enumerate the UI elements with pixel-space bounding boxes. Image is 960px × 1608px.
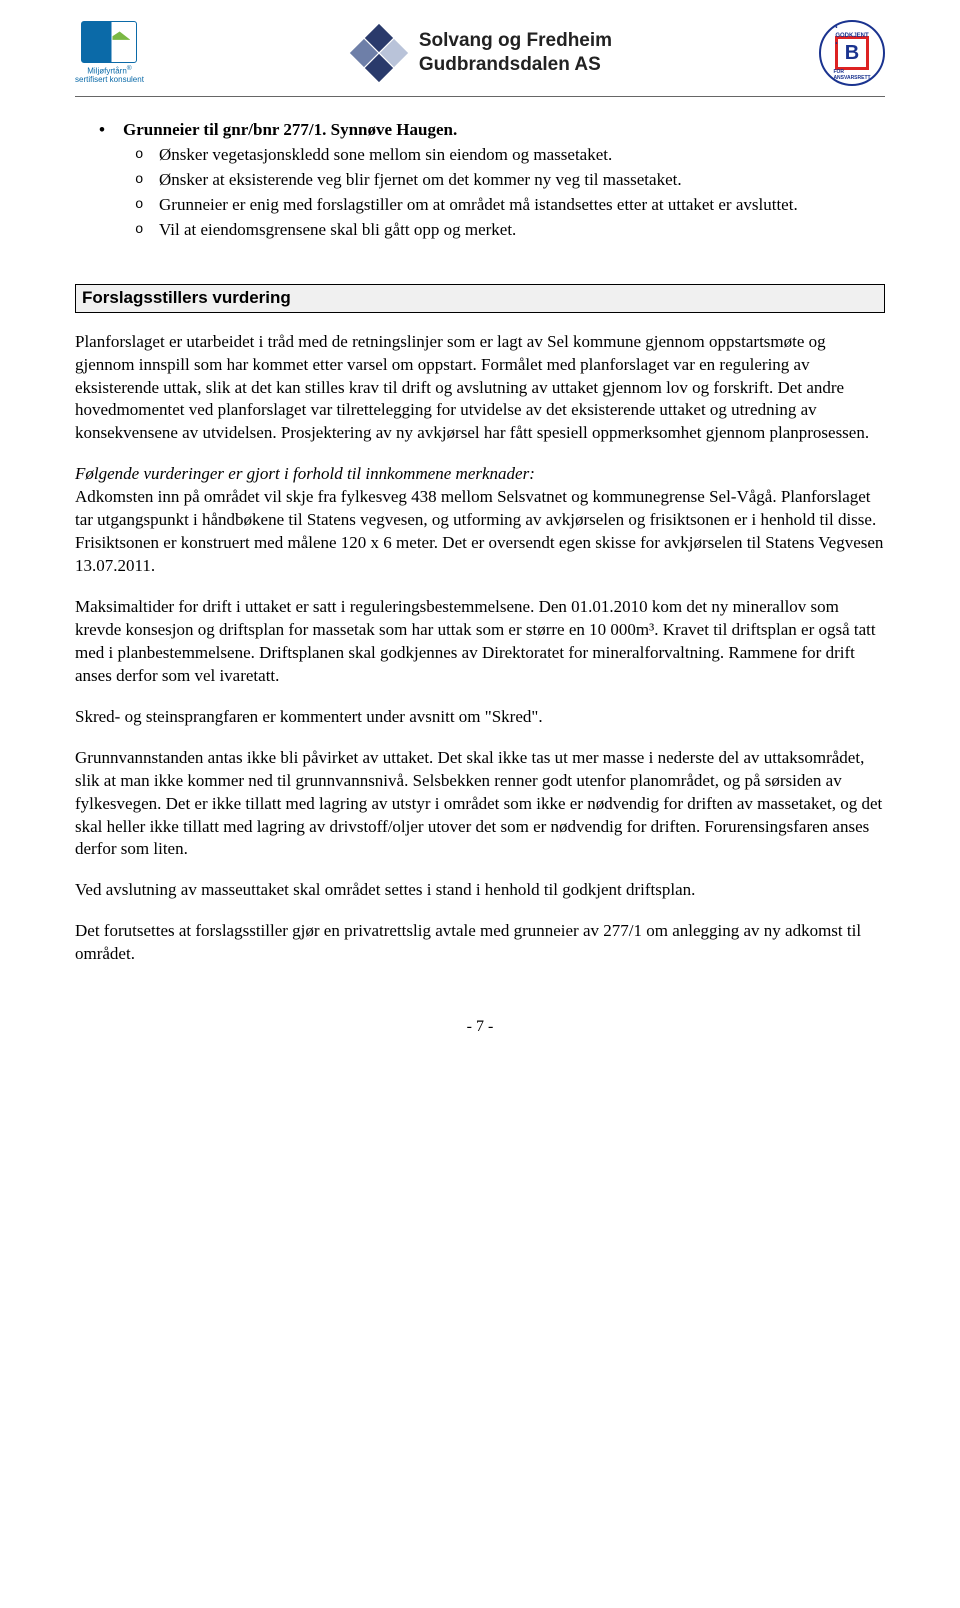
paragraph-1: Planforslaget er utarbeidet i tråd med d…: [75, 331, 885, 446]
paragraph-7: Det forutsettes at forslagsstiller gjør …: [75, 920, 885, 966]
sub-bullet: Ønsker vegetasjonskledd sone mellom sin …: [159, 144, 885, 167]
paragraph-2: Følgende vurderinger er gjort i forhold …: [75, 463, 885, 578]
company-line1: Solvang og Fredheim: [419, 29, 612, 53]
company-logo-block: Solvang og Fredheim Gudbrandsdalen AS: [351, 25, 612, 81]
miljofyrtarn-logo: Miljøfyrtårn® sertifisert konsulent: [75, 21, 144, 85]
paragraph-5: Grunnvannstanden antas ikke bli påvirket…: [75, 747, 885, 862]
paragraph-2-body: Adkomsten inn på området vil skje fra fy…: [75, 487, 883, 575]
sub-bullet: Ønsker at eksisterende veg blir fjernet …: [159, 169, 885, 192]
badge-ring-text: • GODKJENT • FOR ANSVARSRETT: [821, 22, 883, 84]
logo-label-line2: sertifisert konsulent: [75, 75, 144, 84]
section-heading: Forslagsstillers vurdering: [75, 284, 885, 313]
bullet-main-text: Grunneier til gnr/bnr 277/1. Synnøve Hau…: [123, 120, 457, 139]
bullet-list: Grunneier til gnr/bnr 277/1. Synnøve Hau…: [75, 119, 885, 242]
miljofyrtarn-icon: [81, 21, 137, 63]
paragraph-3: Maksimaltider for drift i uttaket er sat…: [75, 596, 885, 688]
paragraph-6: Ved avslutning av masseuttaket skal områ…: [75, 879, 885, 902]
sub-bullet: Vil at eiendomsgrensene skal bli gått op…: [159, 219, 885, 242]
paragraph-2-lead: Følgende vurderinger er gjort i forhold …: [75, 464, 535, 483]
paragraph-4: Skred- og steinsprangfaren er kommentert…: [75, 706, 885, 729]
logo-label-line1: Miljøfyrtårn: [87, 67, 127, 76]
sub-bullet-list: Ønsker vegetasjonskledd sone mellom sin …: [123, 144, 885, 242]
diamond-icon: [351, 25, 407, 81]
page-number: - 7 -: [75, 1016, 885, 1038]
ansvarsrett-badge: • GODKJENT • FOR ANSVARSRETT B: [819, 20, 885, 86]
company-line2: Gudbrandsdalen AS: [419, 53, 612, 77]
bullet-main: Grunneier til gnr/bnr 277/1. Synnøve Hau…: [123, 119, 885, 242]
page-header: Miljøfyrtårn® sertifisert konsulent Solv…: [75, 20, 885, 97]
sub-bullet: Grunneier er enig med forslagstiller om …: [159, 194, 885, 217]
miljofyrtarn-label: Miljøfyrtårn® sertifisert konsulent: [75, 65, 144, 85]
company-name: Solvang og Fredheim Gudbrandsdalen AS: [419, 29, 612, 77]
